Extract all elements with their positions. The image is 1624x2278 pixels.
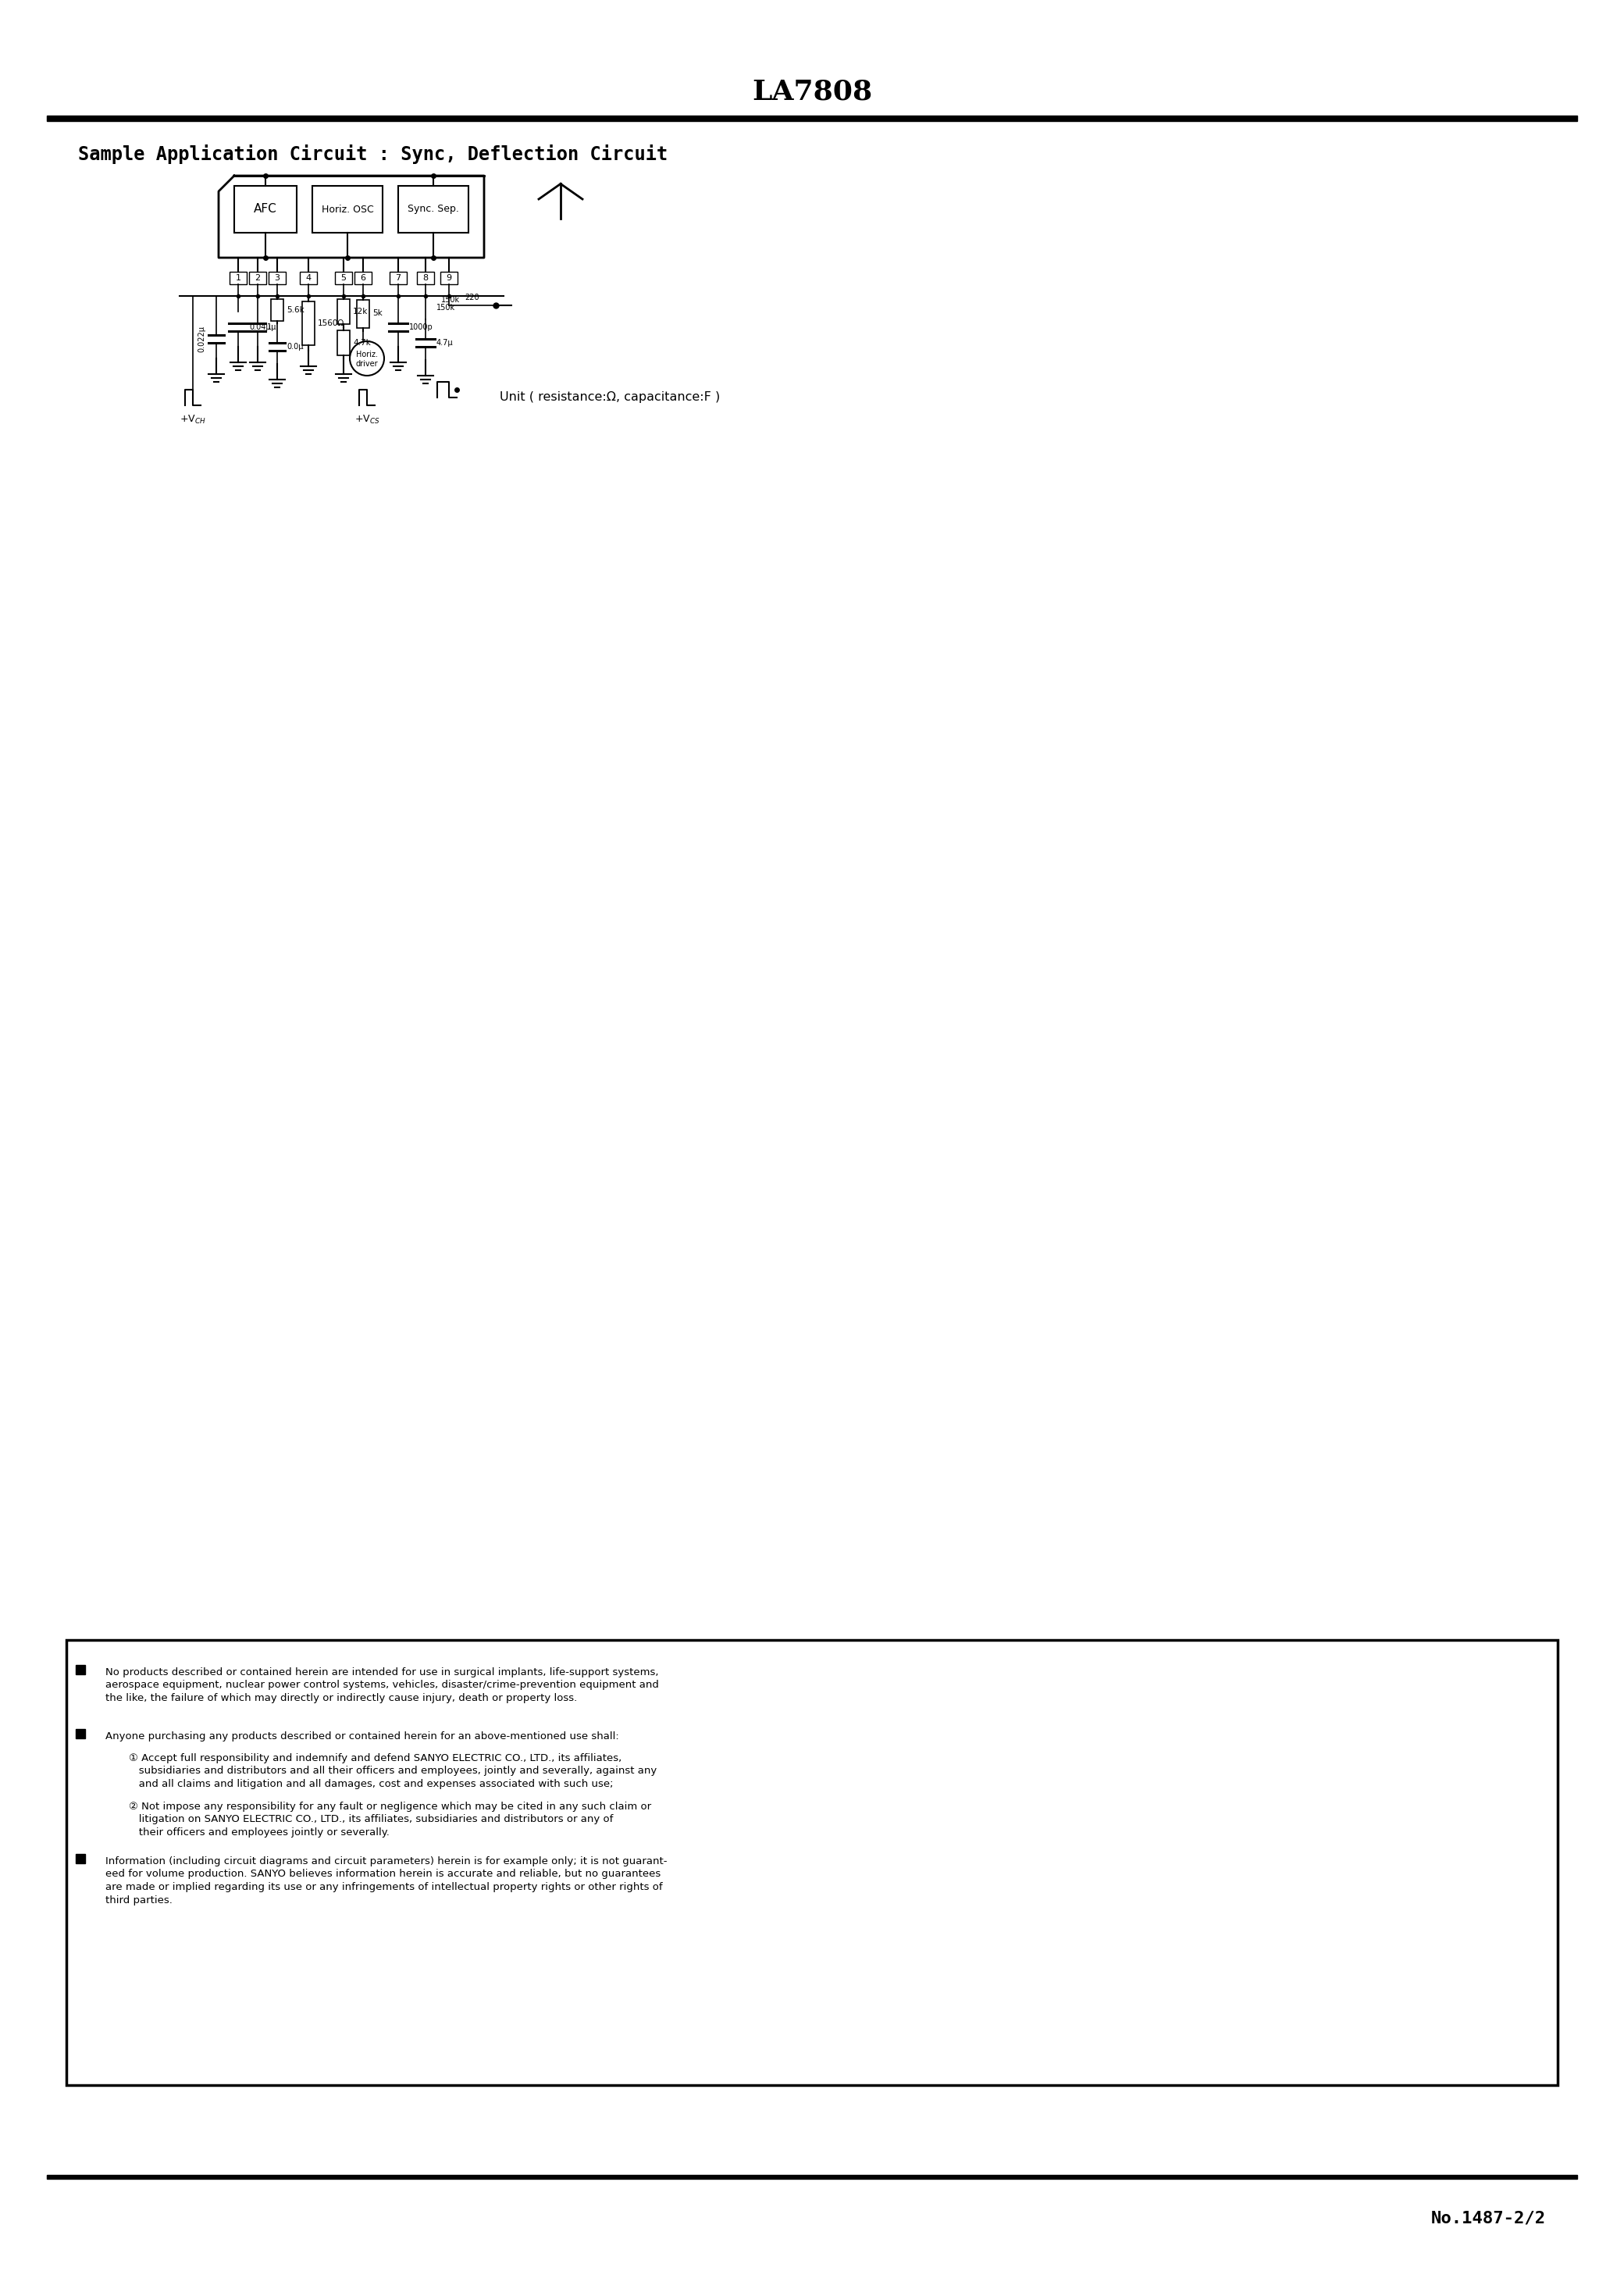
Text: 150k: 150k [437, 303, 455, 312]
Text: 6: 6 [361, 273, 365, 282]
Text: 0.04µ: 0.04µ [248, 323, 271, 330]
Bar [357, 298, 369, 328]
Bar [234, 187, 297, 232]
Text: Sync. Sep.: Sync. Sep. [408, 205, 460, 214]
Text: 12k: 12k [352, 308, 369, 314]
Text: +V$_{CS}$: +V$_{CS}$ [354, 415, 380, 426]
Text: No products described or contained herein are intended for use in surgical impla: No products described or contained herei… [106, 1667, 659, 1704]
Text: 0.022µ: 0.022µ [198, 326, 205, 353]
Text: 220: 220 [464, 294, 479, 301]
Text: 5.6k: 5.6k [286, 305, 304, 314]
Bar [248, 271, 266, 285]
Text: LA7808: LA7808 [752, 80, 872, 105]
Bar [76, 1665, 84, 1674]
Bar [390, 271, 406, 285]
Bar [354, 271, 372, 285]
Bar [76, 1729, 84, 1738]
Circle shape [349, 342, 385, 376]
Text: driver: driver [356, 360, 378, 367]
Bar [302, 301, 315, 346]
Text: Unit ( resistance:Ω, capacitance:F ): Unit ( resistance:Ω, capacitance:F ) [500, 392, 719, 403]
Text: Anyone purchasing any products described or contained herein for an above-mentio: Anyone purchasing any products described… [106, 1731, 619, 1740]
Bar [300, 271, 317, 285]
Bar [67, 1640, 1557, 2084]
Text: +V$_{CH}$: +V$_{CH}$ [180, 415, 206, 426]
Text: Sample Application Circuit : Sync, Deflection Circuit: Sample Application Circuit : Sync, Defle… [78, 146, 667, 164]
Bar [271, 298, 284, 321]
Text: 5: 5 [341, 273, 346, 282]
Bar [312, 187, 383, 232]
Bar [398, 187, 468, 232]
Bar [338, 298, 349, 323]
Bar [440, 271, 458, 285]
Text: 1000p: 1000p [409, 323, 434, 330]
Text: Horiz.: Horiz. [356, 351, 378, 358]
Text: 8: 8 [422, 273, 429, 282]
Text: ① Accept full responsibility and indemnify and defend SANYO ELECTRIC CO., LTD., : ① Accept full responsibility and indemni… [128, 1754, 656, 1788]
Bar [417, 271, 434, 285]
Text: AFC: AFC [253, 203, 278, 214]
Bar [268, 271, 286, 285]
Text: No.1487-2/2: No.1487-2/2 [1431, 2210, 1546, 2226]
Text: ② Not impose any responsibility for any fault or negligence which may be cited i: ② Not impose any responsibility for any … [128, 1802, 651, 1838]
Text: Information (including circuit diagrams and circuit parameters) herein is for ex: Information (including circuit diagrams … [106, 1857, 667, 1904]
Text: 7: 7 [395, 273, 401, 282]
Text: 4: 4 [305, 273, 312, 282]
Bar [335, 271, 352, 285]
Text: 5k: 5k [372, 310, 382, 317]
Text: Horiz. OSC: Horiz. OSC [322, 205, 374, 214]
Text: 2: 2 [255, 273, 260, 282]
Text: 4.7µ: 4.7µ [437, 339, 453, 346]
Text: 9: 9 [447, 273, 451, 282]
Bar [229, 271, 247, 285]
Bar [47, 116, 1577, 121]
Bar [47, 2175, 1577, 2178]
Text: 1: 1 [235, 273, 240, 282]
Text: 1µ: 1µ [266, 323, 276, 330]
Text: 0.0µ: 0.0µ [286, 342, 304, 351]
Bar [338, 330, 349, 355]
Text: 1560Ω: 1560Ω [318, 319, 344, 328]
Bar [76, 1854, 84, 1863]
Text: 4.7k: 4.7k [352, 339, 370, 346]
Text: 3: 3 [274, 273, 279, 282]
Text: 150k: 150k [442, 296, 460, 303]
